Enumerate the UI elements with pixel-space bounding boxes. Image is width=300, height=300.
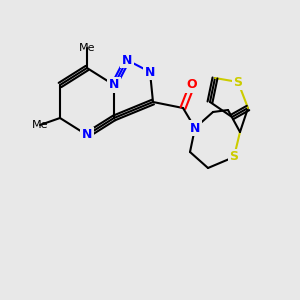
Text: Me: Me [32, 120, 48, 130]
Text: N: N [190, 122, 200, 134]
Text: S: S [230, 151, 238, 164]
Text: Me: Me [79, 43, 95, 53]
Text: S: S [233, 76, 242, 88]
Text: N: N [82, 128, 92, 142]
Text: O: O [187, 79, 197, 92]
Text: N: N [122, 53, 132, 67]
Text: N: N [145, 65, 155, 79]
Text: N: N [109, 79, 119, 92]
